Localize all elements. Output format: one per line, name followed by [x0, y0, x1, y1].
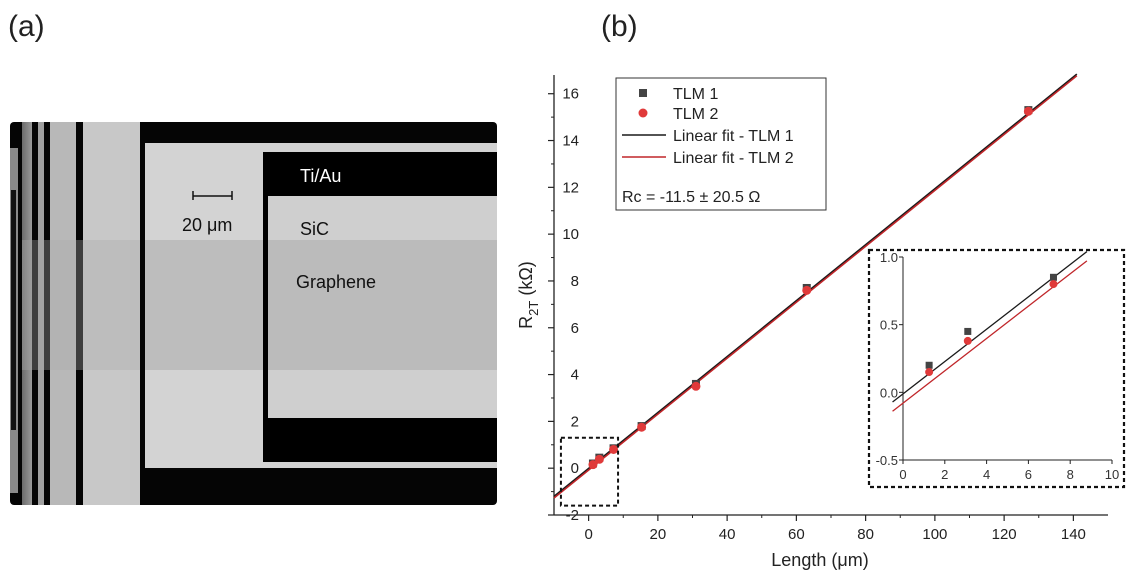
inset-y-tick-label: 1.0 — [880, 250, 898, 265]
data-point-circle — [609, 444, 619, 454]
data-point-circle — [637, 422, 647, 432]
x-tick-label: 20 — [650, 526, 667, 543]
data-point-circle — [594, 454, 604, 464]
y-tick-label: 12 — [562, 179, 579, 196]
zoom-region-box — [559, 436, 620, 507]
legend-box — [615, 77, 827, 211]
x-tick-label: 100 — [922, 526, 947, 543]
data-point-circle — [588, 460, 598, 470]
inset-y-tick-label: 0.5 — [880, 318, 898, 333]
inset-x-tick-label: 0 — [899, 467, 906, 482]
rc-annotation: Rc = -11.5 ± 20.5 Ω — [622, 189, 760, 206]
x-tick-label: 40 — [719, 526, 736, 543]
y-tick-label: -2 — [566, 507, 579, 524]
y-tick-label: 10 — [562, 226, 579, 243]
data-point-circle — [638, 108, 648, 118]
sem-micrograph: 20 μm Ti/Au SiC Graphene — [10, 122, 497, 505]
y-tick-label: 4 — [571, 367, 579, 384]
x-tick-label: 0 — [584, 526, 592, 543]
y-axis-label: R2T (kΩ) — [516, 261, 541, 329]
data-point-square — [1049, 273, 1057, 281]
scale-bar-label: 20 μm — [182, 215, 232, 235]
data-point-circle — [925, 368, 934, 377]
y-tick-label: 2 — [571, 413, 579, 430]
legend-label: TLM 2 — [673, 106, 718, 123]
inset-x-tick-label: 4 — [983, 467, 990, 482]
data-point-circle — [1049, 280, 1058, 289]
x-tick-label: 120 — [992, 526, 1017, 543]
panel-label-a: (a) — [8, 10, 45, 43]
data-point-circle — [1023, 106, 1033, 116]
sic-label: SiC — [300, 219, 329, 239]
inset-y-tick-label: -0.5 — [876, 453, 898, 468]
inset-x-tick-label: 10 — [1105, 467, 1119, 482]
data-point-square — [964, 327, 972, 335]
data-point-circle — [691, 381, 701, 391]
x-tick-label: 60 — [788, 526, 805, 543]
legend-label: TLM 1 — [673, 86, 718, 103]
sem-graphene-band-left — [145, 240, 265, 370]
panel-label-b: (b) — [601, 10, 638, 43]
data-point-circle — [802, 285, 812, 295]
inset-x-tick-label: 6 — [1025, 467, 1032, 482]
data-point-circle — [963, 336, 972, 345]
y-tick-label: 8 — [571, 273, 579, 290]
data-point-square — [925, 361, 933, 369]
inset-border — [867, 248, 1126, 489]
data-point-square — [639, 89, 647, 97]
x-tick-label: 80 — [857, 526, 874, 543]
x-axis-label: Length (μm) — [771, 550, 868, 570]
y-tick-label: 14 — [562, 133, 579, 150]
inset-x-tick-label: 2 — [941, 467, 948, 482]
y-tick-label: 6 — [571, 320, 579, 337]
y-tick-label: 0 — [571, 460, 579, 477]
y-tick-label: 16 — [562, 86, 579, 103]
inset-y-tick-label: 0.0 — [880, 385, 898, 400]
legend: TLM 1 TLM 2 Linear fit - TLM 1 Linear fit -… — [615, 77, 827, 211]
graphene-label: Graphene — [296, 272, 376, 292]
inset-x-tick-label: 8 — [1067, 467, 1074, 482]
inset-plot-area: 0 2 4 6 8 10 -0.5 0.0 0.5 1.0 — [867, 248, 1126, 489]
x-tick-label: 140 — [1061, 526, 1086, 543]
ti-au-label: Ti/Au — [300, 166, 341, 186]
legend-label: Linear fit - TLM 1 — [673, 128, 794, 145]
sem-graphene-band-right — [268, 240, 497, 370]
legend-label: Linear fit - TLM 2 — [673, 150, 794, 167]
